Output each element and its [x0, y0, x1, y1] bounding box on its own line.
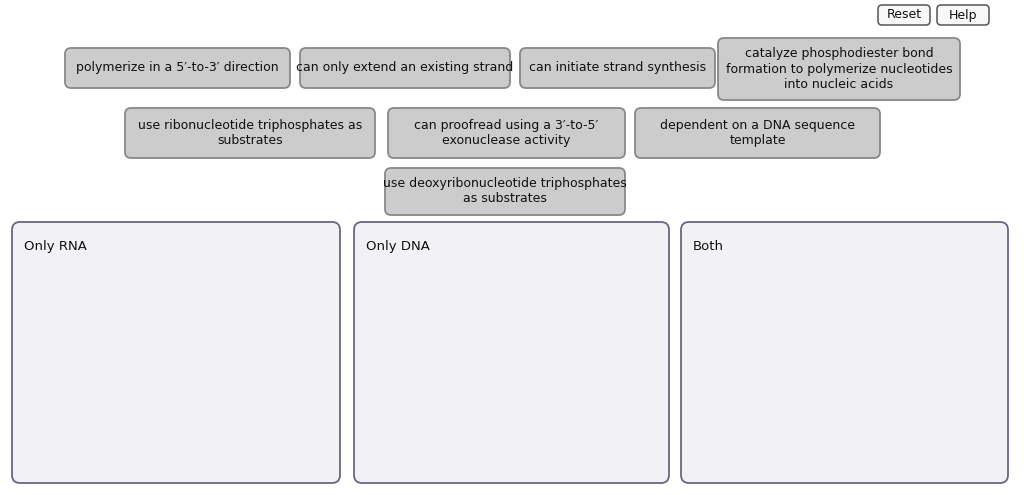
Text: can initiate strand synthesis: can initiate strand synthesis — [529, 61, 707, 75]
Text: Reset: Reset — [887, 8, 922, 21]
FancyBboxPatch shape — [354, 222, 669, 483]
FancyBboxPatch shape — [937, 5, 989, 25]
FancyBboxPatch shape — [388, 108, 625, 158]
FancyBboxPatch shape — [300, 48, 510, 88]
Text: use ribonucleotide triphosphates as
substrates: use ribonucleotide triphosphates as subs… — [138, 119, 362, 147]
FancyBboxPatch shape — [65, 48, 290, 88]
FancyBboxPatch shape — [718, 38, 961, 100]
FancyBboxPatch shape — [385, 168, 625, 215]
Text: Only DNA: Only DNA — [366, 240, 430, 253]
Text: can proofread using a 3′-to-5′
exonuclease activity: can proofread using a 3′-to-5′ exonuclea… — [415, 119, 599, 147]
Text: Only RNA: Only RNA — [24, 240, 87, 253]
FancyBboxPatch shape — [681, 222, 1008, 483]
FancyBboxPatch shape — [125, 108, 375, 158]
FancyBboxPatch shape — [520, 48, 715, 88]
Text: Help: Help — [949, 8, 977, 21]
FancyBboxPatch shape — [878, 5, 930, 25]
Text: use deoxyribonucleotide triphosphates
as substrates: use deoxyribonucleotide triphosphates as… — [383, 178, 627, 205]
FancyBboxPatch shape — [12, 222, 340, 483]
Text: Both: Both — [693, 240, 724, 253]
Text: dependent on a DNA sequence
template: dependent on a DNA sequence template — [660, 119, 855, 147]
Text: can only extend an existing strand: can only extend an existing strand — [296, 61, 514, 75]
Text: catalyze phosphodiester bond
formation to polymerize nucleotides
into nucleic ac: catalyze phosphodiester bond formation t… — [726, 48, 952, 91]
FancyBboxPatch shape — [635, 108, 880, 158]
Text: polymerize in a 5′-to-3′ direction: polymerize in a 5′-to-3′ direction — [76, 61, 279, 75]
